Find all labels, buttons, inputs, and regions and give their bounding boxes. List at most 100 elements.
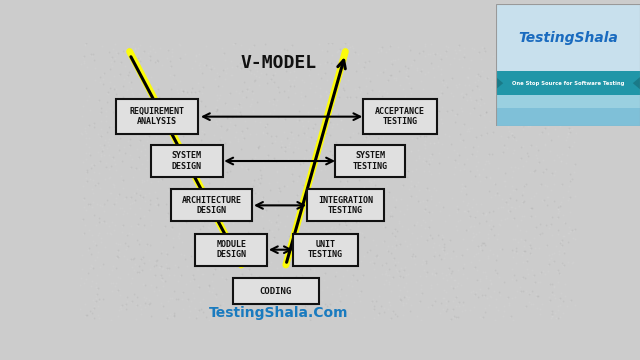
Point xyxy=(524,214,534,220)
Point xyxy=(211,111,221,117)
Point xyxy=(110,284,120,289)
Point xyxy=(143,208,153,214)
Point xyxy=(378,174,388,180)
Point xyxy=(490,257,500,262)
Point xyxy=(450,284,460,290)
Point xyxy=(141,75,152,81)
Point xyxy=(165,311,175,317)
Point xyxy=(327,197,337,203)
Point xyxy=(271,222,281,228)
Point xyxy=(346,210,356,216)
Point xyxy=(481,124,491,130)
Point xyxy=(467,45,477,51)
Point xyxy=(122,231,132,237)
Point xyxy=(98,142,108,148)
Point xyxy=(324,90,334,96)
Point xyxy=(286,220,296,225)
Point xyxy=(81,40,92,46)
Point xyxy=(408,115,419,121)
Point xyxy=(187,159,197,165)
Point xyxy=(156,177,166,183)
Point xyxy=(377,129,387,135)
Point xyxy=(441,272,451,278)
Point xyxy=(534,103,545,108)
Point xyxy=(108,46,118,52)
Point xyxy=(436,204,447,210)
Point xyxy=(367,303,378,309)
Point xyxy=(213,83,223,89)
Point xyxy=(246,96,257,102)
Point xyxy=(426,285,436,291)
Point xyxy=(103,49,113,55)
Point xyxy=(107,219,117,225)
Point xyxy=(435,98,445,103)
Point xyxy=(252,145,262,151)
Point xyxy=(350,95,360,101)
Point xyxy=(479,242,490,248)
Point xyxy=(195,209,205,215)
Point xyxy=(200,103,210,108)
Point xyxy=(537,119,547,125)
Point xyxy=(370,131,380,136)
Point xyxy=(548,101,559,107)
Point xyxy=(269,138,280,144)
Point xyxy=(458,302,468,307)
Point xyxy=(186,125,196,131)
Point xyxy=(531,294,541,300)
Point xyxy=(100,99,111,105)
Point xyxy=(262,153,273,158)
Point xyxy=(241,126,252,132)
Point xyxy=(307,277,317,283)
Point xyxy=(234,269,244,275)
Point xyxy=(179,197,189,203)
Point xyxy=(166,159,177,165)
Point xyxy=(84,265,95,271)
Point xyxy=(479,309,490,314)
Point xyxy=(295,161,305,167)
Point xyxy=(77,217,88,223)
Point xyxy=(424,156,434,162)
Point xyxy=(308,143,318,148)
Point xyxy=(546,282,556,287)
Point xyxy=(369,131,379,137)
Point xyxy=(150,59,161,64)
Point xyxy=(115,117,125,122)
Point xyxy=(328,152,339,158)
Point xyxy=(361,214,371,220)
Point xyxy=(452,315,462,320)
Point xyxy=(152,159,163,165)
Point xyxy=(544,298,554,304)
Point xyxy=(307,302,317,307)
Point xyxy=(94,230,104,236)
Point xyxy=(243,267,253,273)
Point xyxy=(128,292,138,297)
Point xyxy=(222,312,232,318)
Point xyxy=(435,300,445,306)
Point xyxy=(88,306,98,312)
Point xyxy=(337,255,347,261)
Point xyxy=(236,50,246,56)
Point xyxy=(123,139,133,144)
Point xyxy=(415,68,426,74)
Point xyxy=(257,112,267,117)
Point xyxy=(352,130,362,136)
Point xyxy=(363,195,373,201)
Point xyxy=(196,306,206,312)
Point xyxy=(300,93,310,99)
Point xyxy=(196,98,206,104)
Point xyxy=(236,100,246,106)
Point xyxy=(111,199,121,205)
Point xyxy=(475,178,485,184)
Point xyxy=(312,175,323,181)
Point xyxy=(131,269,141,275)
Point xyxy=(292,115,302,121)
Point xyxy=(373,255,383,260)
Point xyxy=(130,120,140,126)
Point xyxy=(210,233,220,238)
Point xyxy=(497,279,508,285)
Point xyxy=(376,156,387,161)
Point xyxy=(567,176,577,182)
Point xyxy=(78,195,88,201)
Point xyxy=(204,283,214,289)
Point xyxy=(365,247,375,253)
